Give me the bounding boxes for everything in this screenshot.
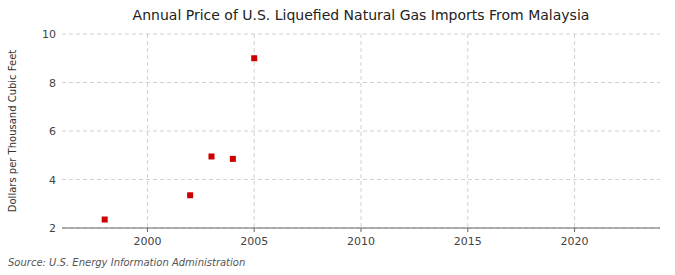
point: [209, 153, 215, 159]
grid-line-y: [62, 82, 660, 83]
y-tick-label: 2: [49, 222, 56, 235]
point: [102, 217, 108, 223]
source: Source: U.S. Energy Information Administ…: [8, 257, 245, 268]
point: [230, 156, 236, 162]
grid-line-x: [254, 34, 255, 228]
point: [251, 55, 257, 61]
x-tick-label: 2015: [454, 235, 482, 248]
grid: [62, 34, 660, 228]
x-tick: [574, 228, 575, 232]
grid-line-x: [467, 34, 468, 228]
x-tick: [467, 228, 468, 232]
x-tick-label: 2010: [347, 235, 375, 248]
y-tick-label: 6: [49, 125, 56, 138]
x-tick-label: 2020: [561, 235, 589, 248]
x-tick-label: 2005: [240, 235, 268, 248]
chart: 2000 2005 2010 2015 2020 2 4 6 8 10 Annual Price o…: [0, 0, 675, 275]
grid-line-x: [147, 34, 148, 228]
y-tick-label: 4: [49, 174, 56, 187]
x-tick: [254, 228, 255, 232]
grid-line-y: [62, 131, 660, 132]
x-ticks: 2000 2005 2010 2015 2020: [133, 228, 588, 248]
y-tick-label: 10: [42, 28, 56, 41]
y-tick-label: 8: [49, 77, 56, 90]
x-tick-label: 2000: [133, 235, 161, 248]
grid-line-y: [62, 179, 660, 180]
title: Annual Price of U.S. Liquefied Natural G…: [133, 7, 590, 23]
y-ticks: 2 4 6 8 10: [42, 28, 56, 235]
point: [187, 192, 193, 198]
grid-line-x: [574, 34, 575, 228]
y-axis-label: Dollars per Thousand Cubic Feet: [7, 50, 18, 213]
points: [102, 55, 258, 222]
x-tick: [361, 228, 362, 232]
x-tick: [147, 228, 148, 232]
grid-line-x: [361, 34, 362, 228]
